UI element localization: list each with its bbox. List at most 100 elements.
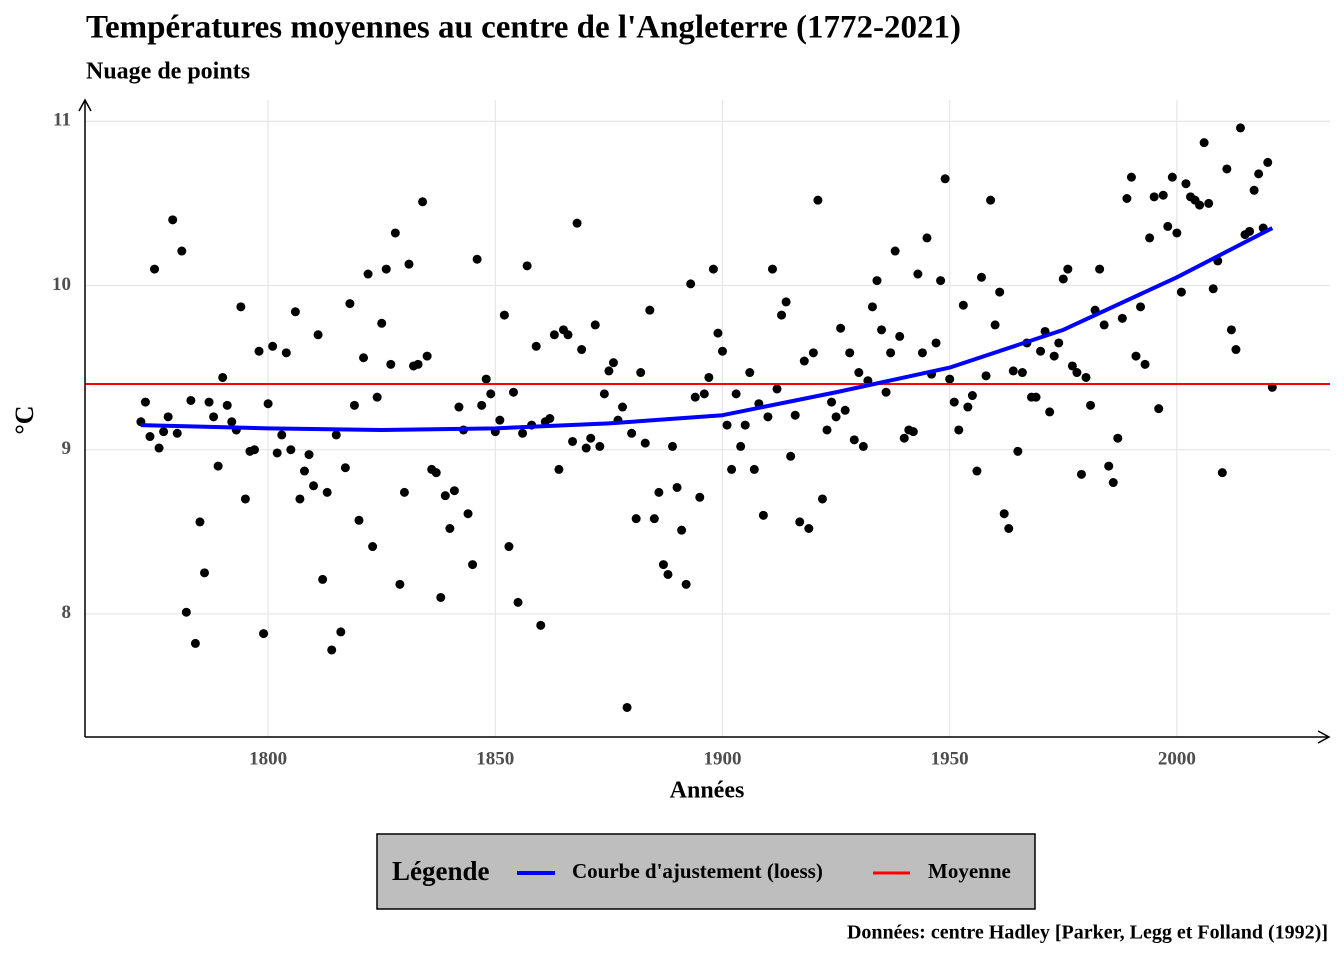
- point: [899, 433, 909, 443]
- point: [699, 389, 709, 399]
- point: [468, 560, 478, 570]
- point: [1004, 523, 1014, 533]
- point: [236, 302, 246, 312]
- point: [1081, 372, 1091, 382]
- point: [858, 441, 868, 451]
- point: [227, 417, 237, 427]
- point: [1249, 185, 1259, 195]
- point: [590, 320, 600, 330]
- point: [404, 259, 414, 269]
- point: [836, 323, 846, 333]
- point: [713, 328, 723, 338]
- point: [1199, 138, 1209, 148]
- point: [277, 430, 287, 440]
- point: [318, 574, 328, 584]
- point: [1086, 400, 1096, 410]
- point: [204, 397, 214, 407]
- point: [777, 310, 787, 320]
- point: [354, 515, 364, 525]
- point: [399, 487, 409, 497]
- point: [586, 433, 596, 443]
- point: [159, 427, 169, 437]
- point: [299, 466, 309, 476]
- point: [568, 436, 578, 446]
- point: [931, 338, 941, 348]
- point: [377, 318, 387, 328]
- point: [1235, 123, 1245, 133]
- point: [890, 246, 900, 256]
- point: [654, 487, 664, 497]
- point: [831, 412, 841, 422]
- point: [686, 279, 696, 289]
- point: [1149, 192, 1159, 202]
- point: [327, 645, 337, 655]
- point: [1076, 469, 1086, 479]
- point: [522, 261, 532, 271]
- point: [549, 330, 559, 340]
- point: [813, 195, 823, 205]
- y-tick-label: 11: [53, 110, 71, 131]
- point: [177, 246, 187, 256]
- point: [745, 368, 755, 378]
- point: [200, 568, 210, 578]
- point: [790, 410, 800, 420]
- axes: [78, 98, 1331, 744]
- point: [681, 579, 691, 589]
- point: [240, 494, 250, 504]
- point: [513, 597, 523, 607]
- point: [631, 514, 641, 524]
- x-tick-label: 1850: [476, 748, 514, 769]
- point: [1049, 351, 1059, 361]
- point: [536, 620, 546, 630]
- point: [518, 428, 528, 438]
- point: [731, 389, 741, 399]
- point: [658, 560, 668, 570]
- point: [981, 371, 991, 381]
- point: [1231, 345, 1241, 355]
- point: [381, 264, 391, 274]
- x-tick-label: 1800: [249, 748, 287, 769]
- point: [795, 517, 805, 527]
- y-tick-label: 8: [62, 602, 72, 623]
- point: [972, 466, 982, 476]
- point: [554, 464, 564, 474]
- point: [422, 351, 432, 361]
- point: [181, 607, 191, 617]
- point: [663, 569, 673, 579]
- point: [736, 441, 746, 451]
- point: [163, 412, 173, 422]
- point: [1222, 164, 1232, 174]
- point: [877, 325, 887, 335]
- point: [340, 463, 350, 473]
- point: [222, 400, 232, 410]
- point: [1131, 351, 1141, 361]
- point: [1154, 404, 1164, 414]
- x-tick-label: 2000: [1158, 748, 1196, 769]
- point: [595, 441, 605, 451]
- point: [1158, 190, 1168, 200]
- point: [209, 412, 219, 422]
- point: [649, 514, 659, 524]
- point: [827, 397, 837, 407]
- point: [727, 464, 737, 474]
- point: [640, 438, 650, 448]
- point: [1008, 366, 1018, 376]
- point: [140, 397, 150, 407]
- legend-label: Courbe d'ajustement (loess): [572, 859, 823, 883]
- point: [331, 430, 341, 440]
- y-axis-label: °C: [10, 405, 39, 434]
- point: [740, 420, 750, 430]
- point: [1145, 233, 1155, 243]
- chart-title: Températures moyennes au centre de l'Ang…: [86, 10, 961, 46]
- point: [195, 517, 205, 527]
- point: [572, 218, 582, 228]
- point: [704, 372, 714, 382]
- point: [854, 368, 864, 378]
- point: [309, 481, 319, 491]
- point: [304, 450, 314, 460]
- point: [454, 402, 464, 412]
- point: [481, 374, 491, 384]
- point: [763, 412, 773, 422]
- point: [1122, 194, 1132, 204]
- point: [1204, 198, 1214, 208]
